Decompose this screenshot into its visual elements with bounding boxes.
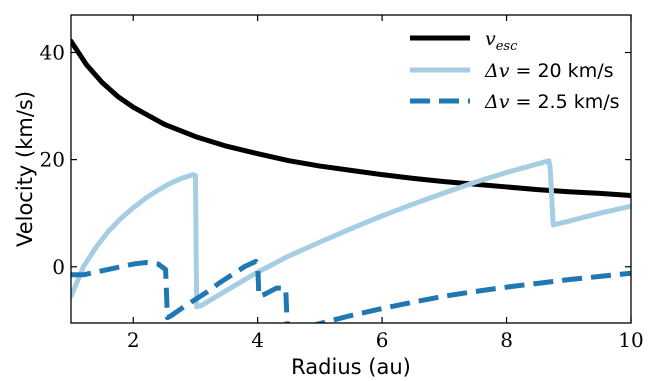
x-tick-label: 2: [127, 328, 140, 352]
x-tick-label: 6: [376, 328, 389, 352]
legend-label-2: Δv = 2.5 km/s: [484, 91, 620, 113]
series-line-2: [71, 258, 631, 323]
legend-label-1: Δv = 20 km/s: [484, 60, 614, 82]
legend-label-main: v: [485, 28, 496, 50]
x-tick-label: 4: [251, 328, 264, 352]
y-tick-label: 0: [52, 255, 65, 279]
series-line-1: [71, 158, 631, 310]
y-tick-label: 40: [40, 40, 65, 64]
legend-label-sub: 20 km/s: [537, 60, 613, 82]
axes-frame: [70, 14, 632, 324]
legend-label-sub: 2.5 km/s: [537, 91, 619, 113]
legend-label-main: Δv =: [484, 60, 537, 82]
x-axis-label: Radius (au): [291, 355, 411, 379]
legend-label-sub: esc: [496, 39, 518, 54]
x-tick-label: 10: [618, 328, 643, 352]
series-layer: [71, 38, 631, 323]
series-line-0: [71, 38, 631, 199]
y-tick-label: 20: [40, 148, 65, 172]
legend-label-main: Δv =: [484, 91, 537, 113]
x-tick-label: 8: [500, 328, 513, 352]
ticks-layer: 2 4 6 8 10 0 20 40: [40, 15, 644, 352]
legend-label-0: vesc: [485, 28, 518, 54]
y-axis-label: Velocity (km/s): [13, 91, 37, 247]
